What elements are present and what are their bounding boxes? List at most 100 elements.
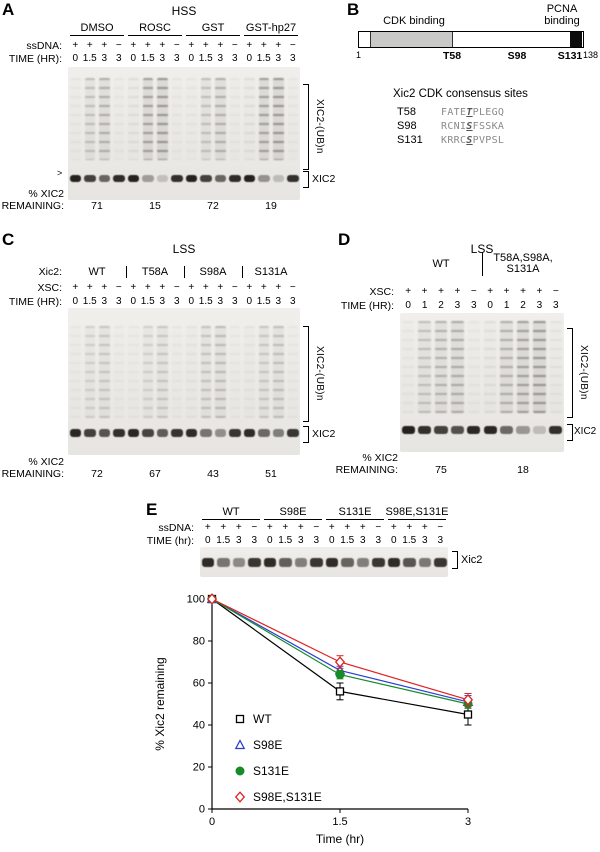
lane-symbol: + — [438, 286, 444, 297]
xic2-band — [185, 175, 197, 183]
lane-symbol: + — [217, 282, 224, 293]
lane-symbol: + — [144, 282, 151, 293]
lane-smear — [142, 325, 153, 419]
lane-symbol: + — [282, 522, 289, 533]
group-separator — [242, 266, 243, 278]
lane-symbol: − — [375, 522, 382, 533]
xic2-band — [243, 175, 255, 183]
row-label: TIME (HR): — [8, 296, 62, 308]
lane-symbol: + — [159, 282, 166, 293]
xic2-band — [418, 557, 431, 567]
ubiquitin-ladder-bracket-a — [303, 84, 309, 170]
ubiquitin-ladder-label-d: XIC2-(UB)n — [578, 344, 589, 400]
y-tick-label: 80 — [193, 636, 205, 648]
lane-symbol: + — [235, 522, 242, 533]
lane-symbol: − — [231, 40, 238, 51]
lane-smear — [128, 325, 139, 419]
consensus-sequence-s131: KRRCSPVPSL — [441, 135, 504, 146]
lane-smear — [200, 77, 211, 161]
lane-symbol: 0 — [188, 296, 195, 307]
lane-smear — [258, 325, 269, 419]
remaining-value: 18 — [517, 464, 529, 476]
remaining-label: REMAINING: — [335, 464, 398, 476]
lane-symbol: − — [115, 282, 122, 293]
lane-symbol: 3 — [275, 53, 282, 64]
lane-symbol: + — [266, 522, 273, 533]
seq-pre: RCNI — [441, 121, 467, 132]
gel-image-E — [200, 547, 448, 577]
group-label: DMSO — [80, 22, 114, 34]
seq-pre: KRRC — [441, 135, 467, 146]
remaining-label: % XIC2 — [28, 456, 64, 468]
panel-e-label: E — [146, 500, 158, 519]
xic2-band-bracket-c — [303, 426, 309, 443]
scale-site-t58: T58 — [442, 50, 462, 62]
lane-symbol: 0 — [130, 53, 137, 64]
xic2-band — [272, 428, 284, 437]
legend-item-S131E: S131E — [235, 764, 289, 778]
x-tick-label: 3 — [465, 816, 471, 828]
lane-symbol: 1.5 — [140, 296, 155, 307]
lane-symbol: + — [144, 40, 151, 51]
lane-smear — [451, 321, 464, 414]
xic2-band — [287, 175, 299, 183]
lane-symbol: 3 — [437, 535, 444, 546]
lane-symbol: 1.5 — [256, 53, 271, 64]
lane-smear — [467, 321, 480, 414]
xic2-band-label-d: XIC2 — [574, 426, 597, 437]
seq-phospho-residue: S — [466, 121, 473, 132]
lane-symbol: 0 — [72, 296, 79, 307]
group-label: WT — [88, 266, 106, 278]
xic2-band — [185, 428, 197, 437]
xic2-band — [200, 428, 212, 437]
xic2-band — [200, 175, 212, 183]
gel-image-C — [68, 308, 300, 455]
xic2-band — [263, 557, 276, 567]
lane-symbol: + — [275, 40, 282, 51]
remaining-label: REMAINING: — [1, 200, 64, 212]
lane-smear — [215, 77, 226, 161]
group-underline — [244, 35, 298, 36]
lane-symbol: 0 — [188, 53, 195, 64]
lane-symbol: 1.5 — [198, 296, 213, 307]
lane-symbol: + — [520, 286, 526, 297]
cdk-binding-label: CDK binding — [383, 15, 445, 27]
xic2-band — [258, 175, 270, 183]
lane-symbol: − — [470, 286, 477, 297]
xic2-band — [434, 425, 448, 434]
lane-symbol: + — [101, 282, 108, 293]
lane-symbol: 3 — [231, 53, 238, 64]
xic2-band — [98, 428, 110, 437]
lane-symbol: + — [188, 40, 195, 51]
lane-symbol: + — [487, 286, 494, 297]
remaining-label: % XIC2 — [28, 188, 64, 200]
xic2-band — [483, 425, 497, 434]
lane-smear — [142, 77, 153, 161]
site-label-t58: T58 — [397, 106, 416, 118]
consensus-sequence-t58: FATETPLEGQ — [441, 107, 504, 118]
xic2-band-bracket-d — [567, 424, 573, 441]
xic2-band — [516, 425, 530, 434]
ubiquitin-ladder-bracket-c — [303, 326, 309, 422]
lane-symbol: 0 — [328, 535, 335, 546]
xic2-band — [69, 428, 81, 437]
lane-symbol: 1.5 — [278, 535, 293, 546]
lane-symbol: 3 — [313, 535, 320, 546]
xic2-band — [403, 557, 416, 567]
panel-d-label: D — [338, 230, 351, 249]
lane-symbol: 1 — [503, 300, 510, 311]
legend-label: S98E,S131E — [253, 790, 322, 804]
lane-symbol: + — [344, 522, 351, 533]
lane-smear — [128, 77, 139, 161]
lane-symbol: 3 — [173, 53, 180, 64]
degradation-chart: 0 20 40 60 80 100 0 1.5 3 Time (hr) % Xic2 remaini… — [150, 585, 480, 849]
row-label: ssDNA: — [158, 522, 194, 534]
xic2-band — [549, 425, 563, 434]
lane-symbol: 0 — [246, 296, 253, 307]
lane-symbol: 1.5 — [198, 53, 213, 64]
xic2-decay-plot: 0 20 40 60 80 100 0 1.5 3 Time (hr) % Xic2 remaini… — [153, 593, 474, 846]
xic2-band — [127, 428, 139, 437]
xic2-band — [287, 428, 299, 437]
lane-symbol: + — [260, 282, 267, 293]
lane-symbol: 0 — [266, 535, 273, 546]
